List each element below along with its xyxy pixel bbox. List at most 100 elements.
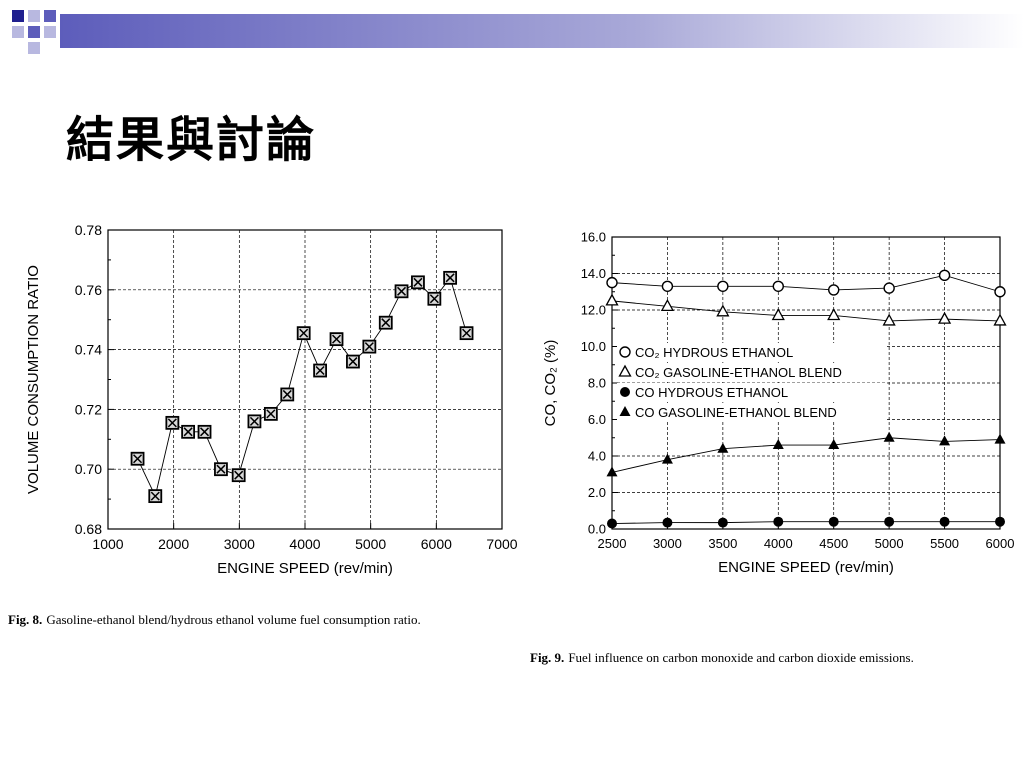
data-point bbox=[993, 313, 1007, 326]
x-tick-label: 7000 bbox=[486, 536, 517, 552]
data-point bbox=[362, 339, 377, 354]
x-axis-label: ENGINE SPEED (rev/min) bbox=[217, 560, 393, 577]
series-line bbox=[611, 437, 1001, 473]
y-tick-label: 14.0 bbox=[581, 266, 606, 281]
data-point bbox=[994, 286, 1006, 298]
y-tick-label: 12.0 bbox=[581, 303, 606, 318]
data-point bbox=[661, 280, 674, 292]
y-tick-label: 0.0 bbox=[588, 522, 606, 537]
data-point bbox=[828, 516, 839, 527]
data-point bbox=[937, 311, 952, 324]
data-point bbox=[884, 516, 895, 527]
x-tick-label: 2500 bbox=[598, 536, 627, 551]
data-point bbox=[883, 282, 895, 294]
series-0 bbox=[130, 270, 474, 504]
series-2 bbox=[607, 516, 1005, 529]
legend-entry: CO₂ GASOLINE-ETHANOL BLEND bbox=[635, 365, 842, 380]
x-tick-label: 3000 bbox=[653, 536, 682, 551]
data-point bbox=[717, 442, 729, 453]
data-point bbox=[828, 439, 840, 450]
y-tick-label: 10.0 bbox=[581, 339, 606, 354]
data-point bbox=[181, 424, 196, 439]
data-point bbox=[994, 433, 1006, 444]
data-point bbox=[263, 406, 278, 421]
figure-9-label: Fig. 9. bbox=[530, 650, 565, 665]
figure-9-caption: Fig. 9. Fuel influence on carbon monoxide… bbox=[530, 650, 914, 666]
data-point bbox=[939, 435, 951, 446]
legend-entry: CO HYDROUS ETHANOL bbox=[635, 385, 788, 400]
data-point bbox=[459, 326, 474, 341]
x-tick-label: 4500 bbox=[819, 536, 848, 551]
data-point bbox=[716, 304, 730, 317]
y-tick-label: 0.68 bbox=[75, 521, 102, 537]
legend-bg bbox=[617, 363, 887, 381]
legend-bg bbox=[617, 383, 887, 401]
data-point bbox=[771, 308, 785, 321]
data-point bbox=[607, 518, 617, 529]
figure-9-text: Fuel influence on carbon monoxide and ca… bbox=[568, 650, 914, 665]
x-axis-label: ENGINE SPEED (rev/min) bbox=[718, 559, 894, 576]
data-point bbox=[606, 276, 618, 289]
data-point bbox=[995, 516, 1005, 527]
series-0 bbox=[606, 269, 1006, 298]
y-axis-label: CO, CO₂ (%) bbox=[542, 340, 559, 427]
data-point bbox=[827, 308, 841, 321]
data-point bbox=[130, 451, 145, 466]
data-point bbox=[427, 291, 442, 306]
y-tick-label: 4.0 bbox=[588, 449, 606, 464]
legend: CO₂ HYDROUS ETHANOL CO₂ GASOLINE-ETHANOL … bbox=[617, 343, 887, 421]
data-point bbox=[214, 462, 228, 477]
data-point bbox=[411, 275, 425, 290]
legend-bg bbox=[617, 343, 887, 361]
data-point bbox=[938, 269, 951, 282]
data-point bbox=[231, 468, 246, 483]
data-point bbox=[197, 424, 212, 439]
y-tick-label: 16.0 bbox=[581, 230, 606, 245]
x-tick-label: 4000 bbox=[289, 536, 320, 552]
series-line bbox=[611, 521, 1000, 524]
data-point bbox=[605, 293, 619, 306]
data-point bbox=[346, 354, 360, 369]
legend-marker bbox=[620, 387, 630, 397]
grid bbox=[108, 230, 502, 529]
data-point bbox=[296, 326, 311, 341]
data-point bbox=[661, 453, 673, 464]
legend-bg bbox=[617, 403, 887, 421]
legend-entry: CO₂ HYDROUS ETHANOL bbox=[635, 345, 793, 360]
series-1 bbox=[605, 293, 1007, 326]
data-point bbox=[717, 280, 729, 292]
data-point bbox=[883, 431, 895, 442]
data-point bbox=[717, 517, 728, 528]
slide-header-decoration bbox=[12, 10, 1024, 54]
legend-entry: CO GASOLINE-ETHANOL BLEND bbox=[635, 405, 837, 420]
data-point bbox=[378, 315, 393, 330]
x-tick-label: 3000 bbox=[224, 536, 255, 552]
data-point bbox=[148, 489, 163, 504]
series-3 bbox=[606, 431, 1006, 477]
data-point bbox=[247, 414, 262, 429]
data-point bbox=[280, 387, 295, 402]
y-tick-label: 0.76 bbox=[75, 282, 102, 298]
data-point bbox=[772, 280, 784, 292]
figure-8-text: Gasoline-ethanol blend/hydrous ethanol v… bbox=[46, 612, 421, 627]
x-tick-label: 6000 bbox=[421, 536, 452, 552]
data-point bbox=[394, 284, 409, 299]
x-tick-label: 2000 bbox=[158, 536, 189, 552]
data-point bbox=[660, 299, 675, 312]
y-tick-label: 0.72 bbox=[75, 401, 102, 417]
data-point bbox=[828, 284, 840, 296]
slide-title: 結果與討論 bbox=[66, 112, 317, 168]
legend-marker bbox=[619, 346, 631, 358]
data-point bbox=[773, 516, 784, 527]
series-line bbox=[611, 300, 1001, 322]
y-tick-label: 8.0 bbox=[588, 376, 606, 391]
y-axis-label: VOLUME CONSUMPTION RATIO bbox=[25, 265, 42, 494]
x-tick-label: 5000 bbox=[875, 536, 904, 551]
x-tick-label: 5000 bbox=[355, 536, 386, 552]
data-point bbox=[165, 415, 180, 430]
data-point bbox=[662, 517, 673, 528]
data-point bbox=[606, 466, 618, 477]
x-tick-label: 5500 bbox=[930, 536, 959, 551]
